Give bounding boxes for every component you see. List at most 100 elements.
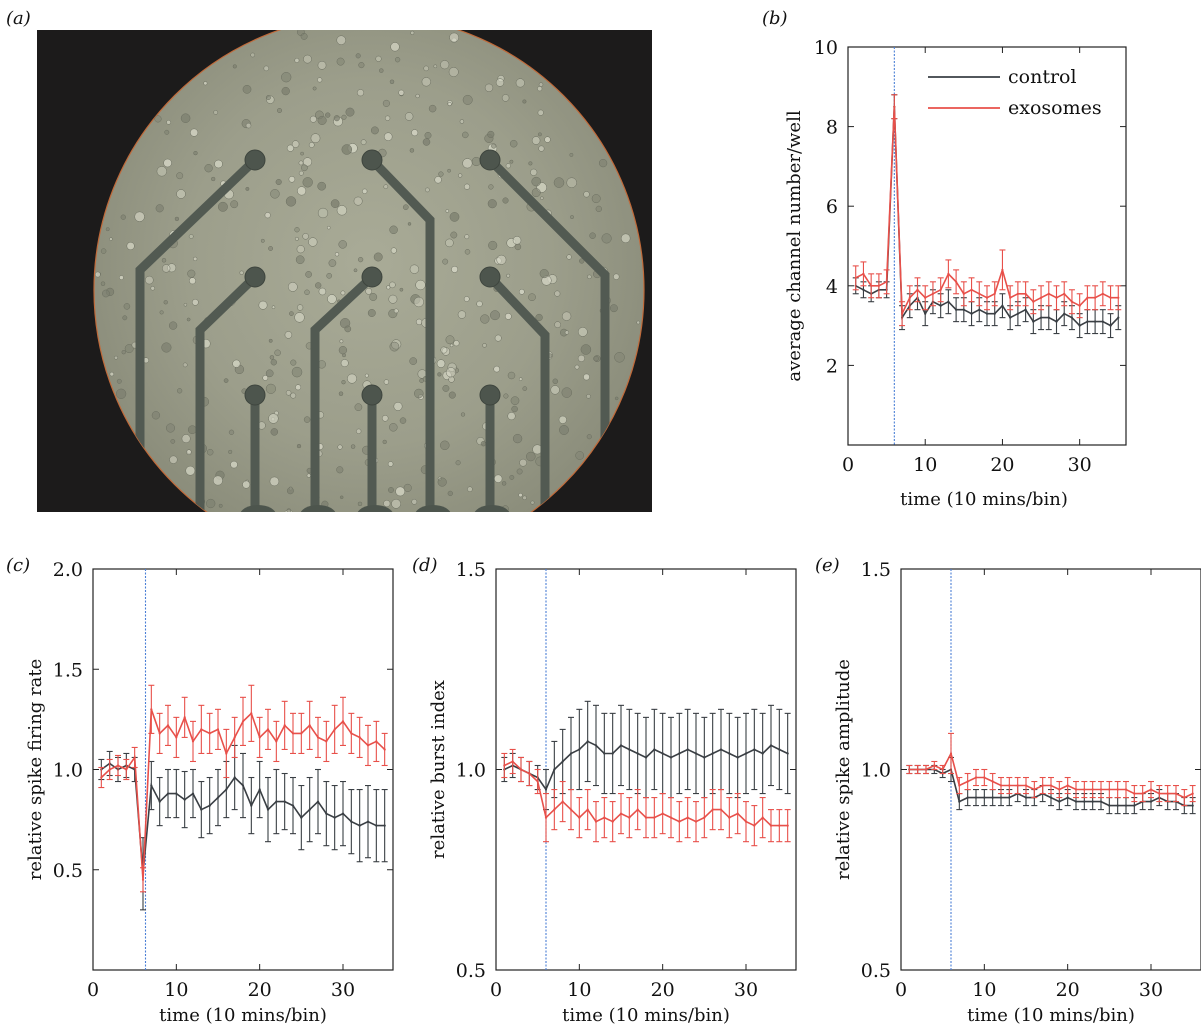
cell-body bbox=[126, 241, 135, 251]
data-point bbox=[350, 732, 353, 735]
data-point bbox=[949, 752, 953, 755]
cell-body bbox=[593, 355, 601, 363]
cell-body bbox=[230, 460, 238, 469]
data-point bbox=[544, 816, 548, 819]
data-point bbox=[150, 784, 153, 787]
cell-body bbox=[423, 65, 429, 72]
cell-body bbox=[566, 254, 572, 260]
data-point bbox=[1032, 300, 1035, 303]
data-point bbox=[661, 812, 664, 815]
cell-body bbox=[476, 300, 483, 308]
cell-body bbox=[304, 530, 313, 539]
data-point bbox=[669, 816, 673, 819]
cell-body bbox=[389, 341, 400, 352]
data-point bbox=[594, 820, 598, 823]
cell-body bbox=[298, 160, 304, 166]
cell-body bbox=[388, 487, 394, 493]
cell-body bbox=[265, 95, 271, 101]
data-point bbox=[1032, 320, 1035, 323]
cell-body bbox=[522, 99, 527, 104]
cell-body bbox=[339, 495, 344, 500]
cell-body bbox=[526, 451, 536, 462]
cell-body bbox=[509, 474, 515, 480]
data-point bbox=[1101, 292, 1104, 295]
data-point bbox=[283, 724, 286, 727]
data-point bbox=[744, 752, 748, 755]
cell-body bbox=[389, 79, 395, 85]
cell-body bbox=[163, 300, 168, 305]
data-point bbox=[519, 768, 523, 771]
cell-body bbox=[232, 359, 241, 368]
y-tick-label: 0.5 bbox=[53, 860, 83, 882]
cell-body bbox=[303, 416, 311, 423]
data-point bbox=[653, 816, 656, 819]
cell-body bbox=[212, 475, 223, 486]
cell-body bbox=[308, 142, 315, 148]
cell-body bbox=[163, 158, 172, 168]
data-point bbox=[736, 756, 739, 759]
cell-body bbox=[463, 183, 471, 190]
cell-body bbox=[561, 387, 573, 398]
cell-body bbox=[379, 68, 384, 73]
cell-body bbox=[176, 388, 183, 394]
data-point bbox=[1108, 788, 1111, 791]
data-point bbox=[308, 808, 311, 811]
cell-body bbox=[409, 357, 418, 365]
x-tick-label: 20 bbox=[248, 979, 272, 1001]
series-control bbox=[501, 700, 791, 811]
panel-e: (e) 0 10 20 30 0.5 1.0 1.5 time (10 mins/bin) re… bbox=[815, 555, 1201, 1026]
data-point bbox=[208, 732, 211, 735]
panel-b: (b) 0 10 20 30 2 4 6 8 10 time (10 mins/bin) avera… bbox=[762, 8, 1127, 510]
y-tick-label: 1.0 bbox=[861, 760, 891, 782]
cell-body bbox=[310, 133, 321, 144]
data-point bbox=[983, 776, 986, 779]
cell-body bbox=[601, 233, 612, 244]
data-point bbox=[958, 784, 961, 787]
data-point bbox=[711, 808, 714, 811]
x-tick-label: 0 bbox=[842, 454, 854, 476]
data-point bbox=[694, 752, 698, 755]
cell-body bbox=[360, 139, 367, 146]
cell-body bbox=[593, 355, 599, 362]
data-point bbox=[300, 816, 303, 819]
data-point bbox=[341, 812, 345, 815]
cell-body bbox=[530, 500, 535, 505]
data-point bbox=[1047, 316, 1050, 319]
data-point bbox=[1009, 296, 1012, 299]
cell-body bbox=[636, 320, 641, 325]
cell-body bbox=[564, 330, 570, 335]
cell-body bbox=[501, 481, 507, 486]
cell-body bbox=[124, 344, 134, 354]
cell-body bbox=[291, 366, 303, 378]
x-tick-label: 30 bbox=[1139, 979, 1163, 1001]
cell-body bbox=[462, 94, 473, 105]
cell-body bbox=[269, 355, 275, 360]
data-point bbox=[854, 276, 857, 279]
cell-body bbox=[462, 131, 469, 139]
data-point bbox=[1086, 296, 1089, 299]
cell-body bbox=[540, 196, 544, 200]
data-point bbox=[266, 728, 270, 731]
cell-body bbox=[537, 109, 544, 116]
data-point bbox=[1016, 784, 1019, 787]
cell-body bbox=[367, 309, 376, 317]
cell-body bbox=[154, 115, 162, 123]
data-point bbox=[636, 752, 639, 755]
cell-body bbox=[242, 480, 251, 489]
cell-body bbox=[395, 486, 406, 497]
cell-body bbox=[463, 296, 470, 302]
data-point bbox=[991, 780, 994, 783]
data-point bbox=[1074, 800, 1078, 803]
x-axis-label: time (10 mins/bin) bbox=[967, 1005, 1135, 1026]
cell-body bbox=[167, 263, 177, 273]
cell-body bbox=[270, 428, 279, 436]
data-point bbox=[703, 756, 706, 759]
data-point bbox=[125, 768, 128, 771]
data-point bbox=[908, 768, 911, 771]
data-point bbox=[233, 776, 236, 779]
panel-a: (a) bbox=[6, 8, 652, 539]
data-point bbox=[561, 800, 564, 803]
y-tick-label: 1.5 bbox=[53, 659, 83, 681]
cell-body bbox=[217, 201, 228, 212]
cell-body bbox=[296, 245, 305, 254]
